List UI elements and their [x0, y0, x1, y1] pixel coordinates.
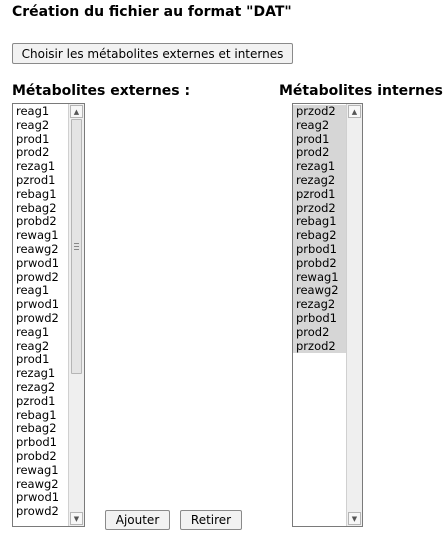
external-metabolites-title: Métabolites externes :	[12, 83, 191, 99]
scroll-down-icon[interactable]: ▼	[70, 512, 83, 525]
list-item[interactable]: przod2	[293, 105, 346, 119]
list-item[interactable]: rebag2	[16, 200, 57, 215]
external-metabolites-listbox[interactable]: reag1 reag2 prod1 prod2 rezag1 pzrod1 rebag1 re…	[12, 103, 85, 527]
scroll-down-icon[interactable]: ▼	[348, 512, 361, 525]
external-scroll-thumb[interactable]	[71, 119, 82, 374]
list-item[interactable]: reag1	[16, 324, 50, 339]
internal-options: przod2 reag2 prod1 prod2 rezag1 rezag2 pzrod1 p…	[293, 105, 346, 526]
list-item[interactable]: rebag1	[16, 407, 57, 422]
external-options: reag1 reag2 prod1 prod2 rezag1 pzrod1 rebag1 re…	[13, 105, 68, 526]
list-item[interactable]: reag2	[293, 118, 346, 133]
list-item[interactable]: rewag1	[293, 270, 346, 285]
list-item[interactable]: przod2	[293, 201, 346, 216]
list-item[interactable]: rebag2	[16, 421, 57, 436]
list-item[interactable]: reawg2	[16, 241, 59, 256]
list-item[interactable]: przod2	[293, 339, 346, 354]
list-item[interactable]: prod1	[293, 132, 346, 147]
list-item[interactable]: rezag2	[293, 297, 346, 312]
scroll-up-icon[interactable]: ▲	[348, 105, 361, 118]
list-item[interactable]: prod2	[16, 145, 50, 160]
internal-metabolites-title: Métabolites internes :	[279, 83, 446, 99]
grip-icon	[74, 243, 79, 250]
list-item[interactable]: prod1	[16, 352, 50, 367]
list-item[interactable]: prbod1	[293, 311, 346, 326]
add-button[interactable]: Ajouter	[105, 510, 170, 530]
list-item[interactable]: prod2	[293, 325, 346, 340]
list-item[interactable]: prwod1	[16, 490, 60, 505]
list-item[interactable]: prbod1	[293, 242, 346, 257]
list-item[interactable]: rewag1	[16, 228, 59, 243]
choose-metabolites-button[interactable]: Choisir les métabolites externes et inte…	[12, 43, 293, 64]
list-item[interactable]: reag1	[16, 283, 50, 298]
list-item[interactable]: prowd2	[16, 310, 59, 325]
internal-metabolites-listbox[interactable]: przod2 reag2 prod1 prod2 rezag1 rezag2 pzrod1 p…	[292, 103, 363, 527]
list-item[interactable]: rezag1	[16, 159, 56, 174]
list-item[interactable]: prwod1	[16, 255, 60, 270]
external-scrollbar[interactable]: ▲ ▼	[68, 104, 84, 526]
list-item[interactable]: prod2	[293, 146, 346, 161]
list-item[interactable]: prwod1	[16, 297, 60, 312]
list-item[interactable]: pzrod1	[16, 172, 56, 187]
list-item[interactable]: rezag2	[293, 173, 346, 188]
list-item[interactable]: prowd2	[16, 504, 59, 519]
list-item[interactable]: rebag1	[293, 215, 346, 230]
scroll-up-icon[interactable]: ▲	[70, 105, 83, 118]
list-item[interactable]: reag2	[16, 117, 50, 132]
list-item[interactable]: rezag2	[16, 379, 56, 394]
list-item[interactable]: probd2	[16, 214, 57, 229]
list-item[interactable]: rebag2	[293, 228, 346, 243]
list-item[interactable]: probd2	[293, 256, 346, 271]
list-item[interactable]: probd2	[16, 448, 57, 463]
internal-scrollbar[interactable]: ▲ ▼	[346, 104, 362, 526]
list-item[interactable]: pzrod1	[293, 187, 346, 202]
list-item[interactable]: reag2	[16, 338, 50, 353]
list-item[interactable]: rezag1	[16, 366, 56, 381]
page-title: Création du fichier au format "DAT"	[12, 4, 292, 20]
remove-button[interactable]: Retirer	[180, 510, 242, 530]
list-item[interactable]: prowd2	[16, 269, 59, 284]
list-item[interactable]: rezag1	[293, 159, 346, 174]
list-item[interactable]: reag1	[16, 105, 50, 118]
list-item[interactable]: pzrod1	[16, 393, 56, 408]
list-item[interactable]: reawg2	[16, 476, 59, 491]
list-item[interactable]: reawg2	[293, 284, 346, 299]
list-item[interactable]: prod1	[16, 131, 50, 146]
list-item[interactable]: rewag1	[16, 462, 59, 477]
list-item[interactable]: prbod1	[16, 435, 57, 450]
list-item[interactable]: rebag1	[16, 186, 57, 201]
